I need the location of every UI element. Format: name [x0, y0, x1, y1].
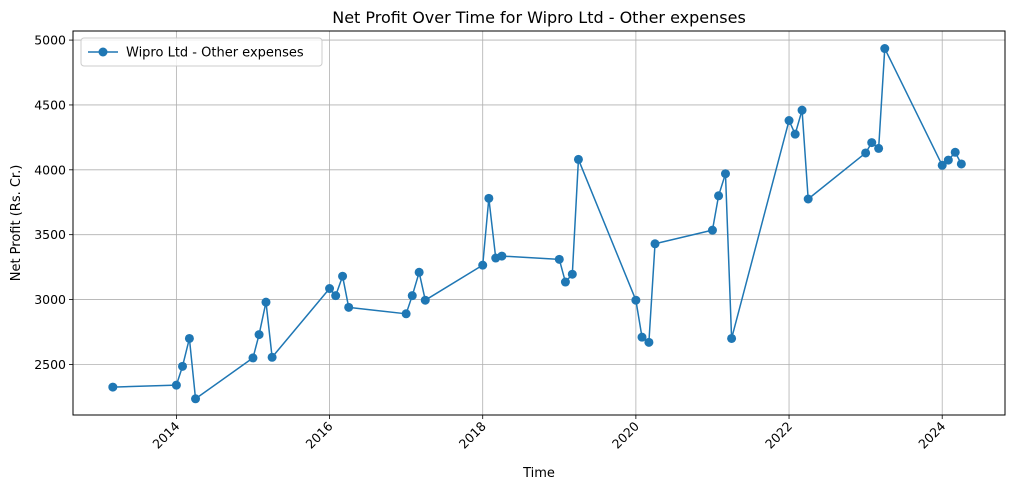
data-point: [261, 297, 271, 307]
x-axis-label: Time: [522, 466, 555, 481]
data-point: [178, 361, 188, 371]
legend: Wipro Ltd - Other expenses: [80, 37, 323, 67]
series-layer: [108, 44, 966, 404]
data-point: [714, 191, 724, 201]
data-point: [644, 337, 654, 347]
data-point: [420, 295, 430, 305]
data-point: [720, 169, 730, 179]
x-tick-label: 2016: [303, 418, 336, 451]
y-axis: 2500 3000 3500 4000 4500 5000: [34, 33, 73, 372]
plot-area-frame: [72, 30, 1006, 416]
data-point: [867, 138, 877, 148]
data-point: [880, 44, 890, 54]
data-point: [797, 105, 807, 115]
data-point: [943, 155, 953, 165]
chart-title: Net Profit Over Time for Wipro Ltd - Oth…: [332, 8, 746, 27]
data-point: [344, 302, 354, 312]
data-point: [707, 225, 717, 235]
data-point: [248, 353, 258, 363]
data-point: [784, 116, 794, 126]
data-point: [478, 260, 488, 270]
x-tick-label: 2018: [456, 418, 489, 451]
data-point: [331, 291, 341, 301]
data-point: [727, 333, 737, 343]
data-point: [956, 159, 966, 169]
data-point: [567, 269, 577, 279]
data-point: [325, 284, 335, 294]
data-point: [554, 254, 564, 264]
data-point: [407, 291, 417, 301]
y-tick-label: 3500: [34, 227, 66, 242]
data-point: [267, 352, 277, 362]
data-point: [861, 148, 871, 158]
y-tick-label: 3000: [34, 292, 66, 307]
data-point: [414, 267, 424, 277]
data-point: [108, 382, 118, 392]
y-axis-label: Net Profit (Rs. Cr.): [9, 165, 24, 282]
data-point: [631, 295, 641, 305]
y-tick-label: 5000: [34, 33, 66, 48]
y-tick-label: 4000: [34, 162, 66, 177]
data-point: [637, 332, 647, 342]
y-tick-label: 2500: [34, 357, 66, 372]
x-tick-label: 2022: [762, 419, 795, 452]
data-point: [497, 251, 507, 261]
data-point: [937, 160, 947, 170]
grid-lines: [73, 31, 1005, 415]
data-point: [184, 333, 194, 343]
legend-box: [80, 37, 323, 67]
data-point: [401, 309, 411, 319]
data-point: [874, 143, 884, 153]
legend-entry-label: Wipro Ltd - Other expenses: [126, 46, 304, 61]
data-point: [254, 330, 264, 340]
data-point: [484, 193, 494, 203]
x-tick-label: 2024: [915, 418, 948, 451]
x-axis: 2014 2016 2018 2020 2022 2024: [149, 415, 948, 452]
series-line: [112, 47, 963, 400]
legend-point-marker: [98, 47, 108, 57]
x-tick-label: 2014: [149, 418, 182, 451]
data-point: [191, 394, 201, 404]
data-point: [650, 239, 660, 249]
data-point: [573, 154, 583, 164]
data-point: [790, 129, 800, 139]
x-tick-label: 2020: [609, 418, 642, 451]
data-point: [171, 380, 181, 390]
data-point: [560, 277, 570, 287]
data-point: [950, 147, 960, 157]
data-point: [803, 194, 813, 204]
data-point: [338, 271, 348, 281]
y-tick-label: 4500: [34, 97, 66, 112]
